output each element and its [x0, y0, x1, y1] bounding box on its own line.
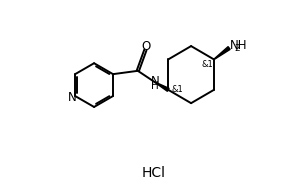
- Text: HCl: HCl: [142, 166, 166, 180]
- Text: &1: &1: [172, 85, 184, 94]
- Text: H: H: [152, 81, 159, 91]
- Polygon shape: [214, 47, 230, 60]
- Text: &1: &1: [201, 60, 213, 69]
- Text: O: O: [141, 40, 150, 53]
- Text: NH: NH: [230, 39, 248, 52]
- Polygon shape: [155, 82, 169, 91]
- Text: N: N: [151, 75, 160, 88]
- Text: 2: 2: [234, 44, 240, 53]
- Text: N: N: [68, 91, 77, 104]
